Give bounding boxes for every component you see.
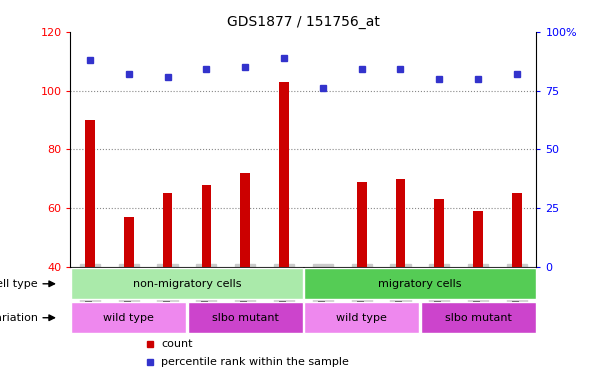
Bar [357, 182, 367, 267]
Bar [162, 194, 172, 267]
Title: GDS1877 / 151756_at: GDS1877 / 151756_at [227, 15, 380, 30]
Bar [512, 194, 522, 267]
Text: wild type: wild type [104, 313, 154, 323]
Bar [71, 268, 303, 299]
Bar [71, 302, 186, 333]
Bar [421, 302, 536, 333]
Bar [188, 302, 303, 333]
Bar [85, 120, 95, 267]
Text: slbo mutant: slbo mutant [211, 313, 279, 323]
Bar [124, 217, 134, 267]
Bar [202, 184, 211, 267]
Text: percentile rank within the sample: percentile rank within the sample [161, 357, 349, 367]
Text: genotype/variation: genotype/variation [0, 313, 38, 323]
Bar [473, 211, 483, 267]
Bar [240, 173, 250, 267]
Bar [304, 302, 419, 333]
Text: slbo mutant: slbo mutant [444, 313, 512, 323]
Bar [395, 179, 405, 267]
Text: count: count [161, 339, 193, 349]
Text: wild type: wild type [337, 313, 387, 323]
Bar [435, 199, 444, 267]
Text: cell type: cell type [0, 279, 38, 289]
Text: migratory cells: migratory cells [378, 279, 462, 289]
Bar [279, 82, 289, 267]
Text: non-migratory cells: non-migratory cells [133, 279, 241, 289]
Bar [304, 268, 536, 299]
